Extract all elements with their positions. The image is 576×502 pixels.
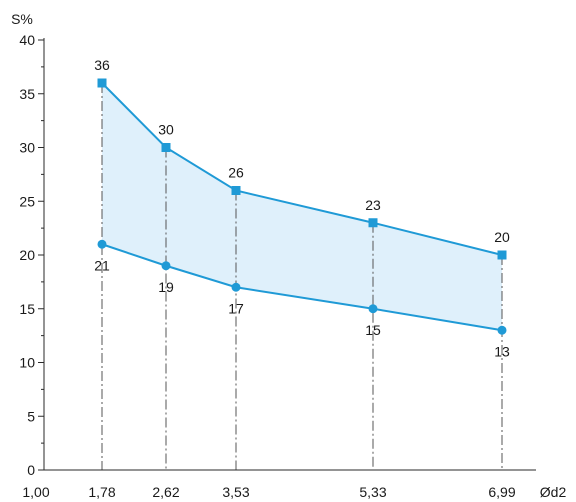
y-tick-label: 35 [19,86,35,102]
upper-data-label: 26 [228,165,244,181]
y-tick-label: 10 [19,355,35,371]
y-tick-label: 0 [27,462,35,478]
x-tick-label: 3,53 [222,484,249,500]
lower-point [161,261,171,271]
axes [43,38,536,471]
x-tick-label: 6,99 [488,484,515,500]
data-labels-layer: 36 30 26 23 20 21 19 17 15 13 [94,57,510,359]
lower-point [97,239,107,249]
series-layer [97,78,507,335]
upper-point [368,218,378,228]
x-tick-label: 5,33 [359,484,386,500]
x-tick-label: 2,62 [152,484,179,500]
upper-point [161,143,171,152]
y-axis-title: S% [11,11,33,27]
lower-data-label: 13 [494,343,510,359]
upper-data-label: 20 [494,229,510,245]
lower-data-label: 15 [365,322,381,338]
y-ticks: 0 5 10 15 20 25 30 35 40 [19,32,44,478]
upper-point [231,186,241,195]
lower-point [231,282,241,292]
y-tick-label: 20 [19,247,35,263]
x-ticks: 1,00 1,78 2,62 3,53 5,33 6,99 [22,484,515,500]
lower-data-label: 17 [228,300,244,316]
upper-data-label: 36 [94,57,110,73]
x-tick-label: 1,00 [22,484,49,500]
y-tick-label: 5 [27,408,35,424]
upper-point [97,78,107,88]
upper-data-label: 23 [365,197,381,213]
lower-point [368,304,378,314]
x-axis-title: Ød2 [540,484,567,500]
guide-lines-layer [101,83,503,470]
y-tick-label: 25 [19,193,35,209]
lower-data-label: 21 [94,257,110,273]
lower-data-label: 19 [158,279,174,295]
y-tick-label: 40 [19,32,35,48]
y-tick-label: 15 [19,301,35,317]
x-tick-label: 1,78 [88,484,115,500]
y-tick-label: 30 [19,140,35,156]
upper-point [497,250,507,260]
lower-point [497,325,507,335]
upper-data-label: 30 [158,122,174,138]
